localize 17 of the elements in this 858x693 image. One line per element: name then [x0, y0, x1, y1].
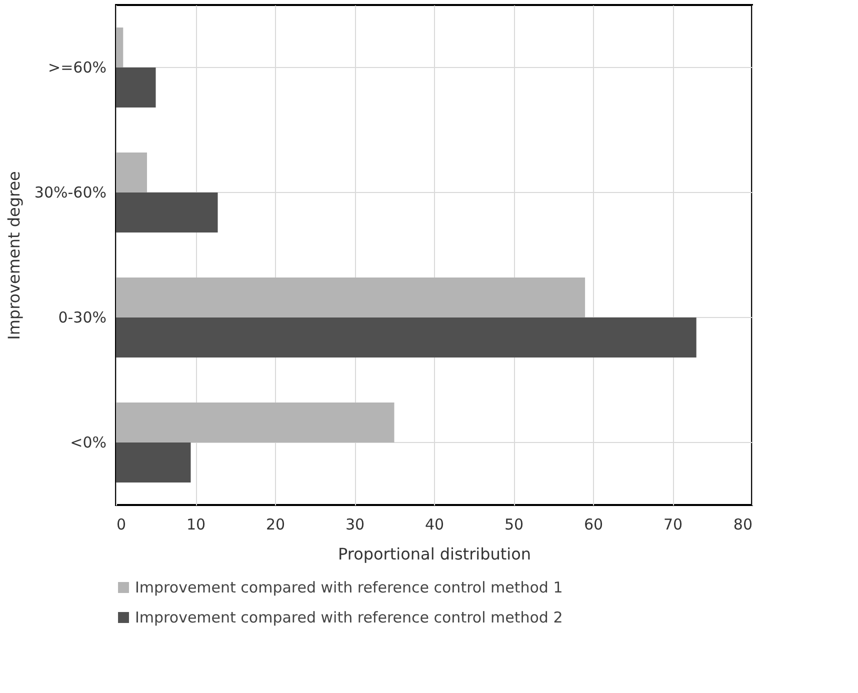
y-axis-title: Improvement degree: [4, 171, 24, 340]
x-tick-label: 60: [584, 516, 604, 534]
legend-label: Improvement compared with reference control method 2: [135, 608, 563, 626]
x-axis-title: Proportional distribution: [338, 544, 532, 564]
x-tick-label: 0: [116, 516, 126, 534]
x-tick-label: 40: [424, 516, 444, 534]
y-tick-label: >=60%: [48, 58, 106, 76]
x-tick-label: 30: [345, 516, 365, 534]
y-tick-label: <0%: [70, 434, 106, 452]
x-tick-label: 50: [504, 516, 524, 534]
x-tick-label: 80: [733, 516, 752, 534]
y-tick-label: 0-30%: [58, 308, 106, 326]
y-tick-label: 30%-60%: [34, 184, 106, 202]
legend-label: Improvement compared with reference control method 1: [135, 578, 563, 596]
x-tick-label: 10: [186, 516, 206, 534]
x-tick-label: 20: [266, 516, 286, 534]
x-tick-label: 70: [663, 516, 683, 534]
